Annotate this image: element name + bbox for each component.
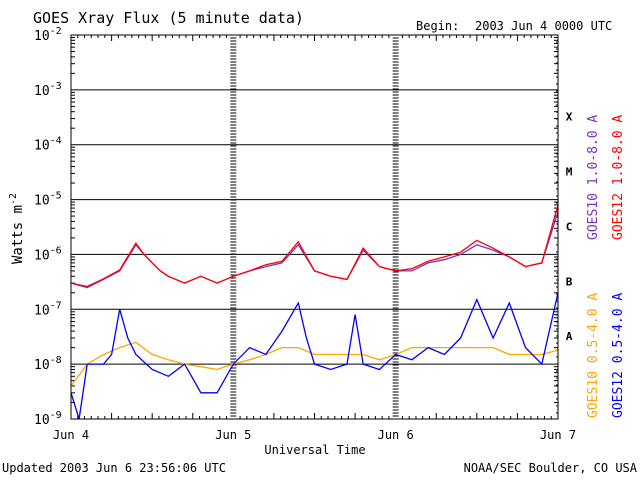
updated-timestamp: Updated 2003 Jun 6 23:56:06 UTC xyxy=(2,461,226,475)
legend-entry: GOES12 1.0-8.0 A xyxy=(611,115,626,240)
begin-label: Begin: xyxy=(416,19,459,33)
credit-text: NOAA/SEC Boulder, CO USA xyxy=(464,461,638,475)
y-tick-label: 10-4 xyxy=(34,136,62,154)
x-tick-labels: Jun 4 Jun 5 Jun 6 Jun 7 xyxy=(53,428,576,442)
series-lines xyxy=(70,204,559,420)
y-tick-label: 10-6 xyxy=(34,245,62,263)
x-axis-label: Universal Time xyxy=(264,443,365,457)
flare-class-a: A xyxy=(566,330,573,343)
y-tick-label: 10-7 xyxy=(34,300,62,318)
x-tick-label: Jun 7 xyxy=(540,428,576,442)
plot-frame xyxy=(70,34,559,420)
y-tick-label: 10-8 xyxy=(34,355,62,373)
y-tick-label: 10-3 xyxy=(34,81,62,99)
series-line-goes12-0-5-4-0-a xyxy=(70,292,559,420)
legend-entry: GOES10 1.0-8.0 A xyxy=(586,115,601,240)
series-line-goes10-0-5-4-0-a xyxy=(70,341,559,387)
legend: GOES10 1.0-8.0 A GOES12 1.0-8.0 A GOES10 0… xyxy=(586,115,626,418)
y-tick-labels: 10-9 10-8 10-7 10-6 10-5 10-4 10-3 10-2 xyxy=(34,26,62,428)
y-axis-label-exponent: -2 xyxy=(8,193,19,205)
flare-class-m: M xyxy=(566,166,573,179)
flare-class-b: B xyxy=(566,275,573,288)
x-tick-label: Jun 4 xyxy=(53,428,89,442)
x-tick-label: Jun 5 xyxy=(215,428,251,442)
flare-class-labels: A B C M X xyxy=(566,111,573,343)
begin-value: 2003 Jun 4 0000 UTC xyxy=(475,19,612,33)
y-tick-label: 10-5 xyxy=(34,191,62,209)
legend-entry: GOES10 0.5-4.0 A xyxy=(586,293,601,418)
legend-entry: GOES12 0.5-4.0 A xyxy=(611,293,626,418)
y-tick-label: 10-9 xyxy=(34,410,62,428)
y-axis-label: Watts m-2 xyxy=(8,193,26,264)
chart-title: GOES Xray Flux (5 minute data) xyxy=(33,9,304,27)
y-tick-label: 10-2 xyxy=(34,26,62,44)
grid xyxy=(71,89,558,365)
series-line-goes12-1-0-8-0-a xyxy=(70,204,559,288)
flare-class-x: X xyxy=(566,111,573,124)
flare-class-c: C xyxy=(566,220,573,233)
series-line-goes10-1-0-8-0-a xyxy=(70,211,559,289)
x-tick-label: Jun 6 xyxy=(378,428,414,442)
